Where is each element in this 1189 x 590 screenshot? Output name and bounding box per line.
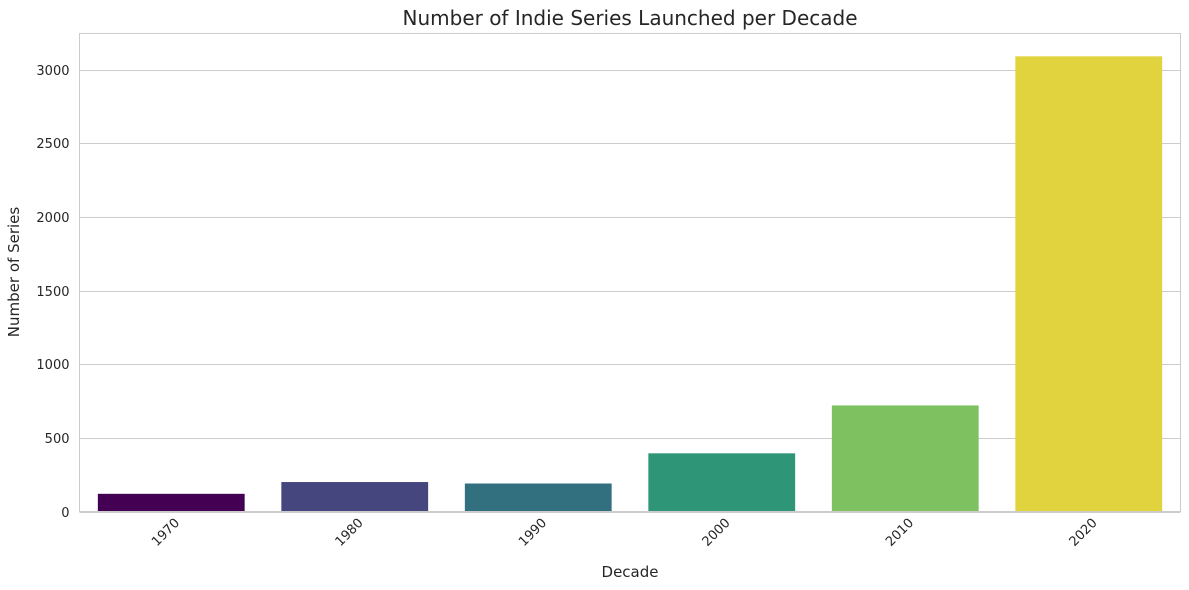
y-tick-label: 500 <box>45 432 70 447</box>
y-tick-label: 1500 <box>36 285 69 300</box>
bar-1970 <box>97 493 245 512</box>
y-tick-label: 2500 <box>36 137 69 152</box>
y-tick-label: 2000 <box>36 211 69 226</box>
y-tick-label: 1000 <box>36 358 69 373</box>
x-tick-label: 1970 <box>149 516 183 550</box>
plot-frame <box>79 33 1181 512</box>
x-axis-label: Decade <box>602 563 659 581</box>
y-tick-labels: 0 500 1000 1500 2000 2500 3000 <box>36 64 69 521</box>
bars <box>97 56 1163 512</box>
bar-2010 <box>831 405 979 512</box>
y-tick-label: 0 <box>61 506 69 521</box>
bar-2020 <box>1015 56 1163 512</box>
x-tick-label: 2000 <box>700 516 734 550</box>
x-tick-labels: 1970 1980 1990 2000 2010 2020 <box>149 516 1101 550</box>
x-tick-label: 1980 <box>333 516 367 550</box>
grid-lines <box>79 70 1181 513</box>
x-tick-label: 2010 <box>883 516 917 550</box>
chart-title: Number of Indie Series Launched per Deca… <box>403 6 858 30</box>
y-axis-label: Number of Series <box>5 207 23 338</box>
bar-1990 <box>464 483 612 512</box>
bar-2000 <box>648 453 796 512</box>
x-tick-label: 2020 <box>1067 516 1101 550</box>
bar-1980 <box>281 482 429 512</box>
x-tick-label: 1990 <box>516 516 550 550</box>
y-tick-label: 3000 <box>36 64 69 79</box>
